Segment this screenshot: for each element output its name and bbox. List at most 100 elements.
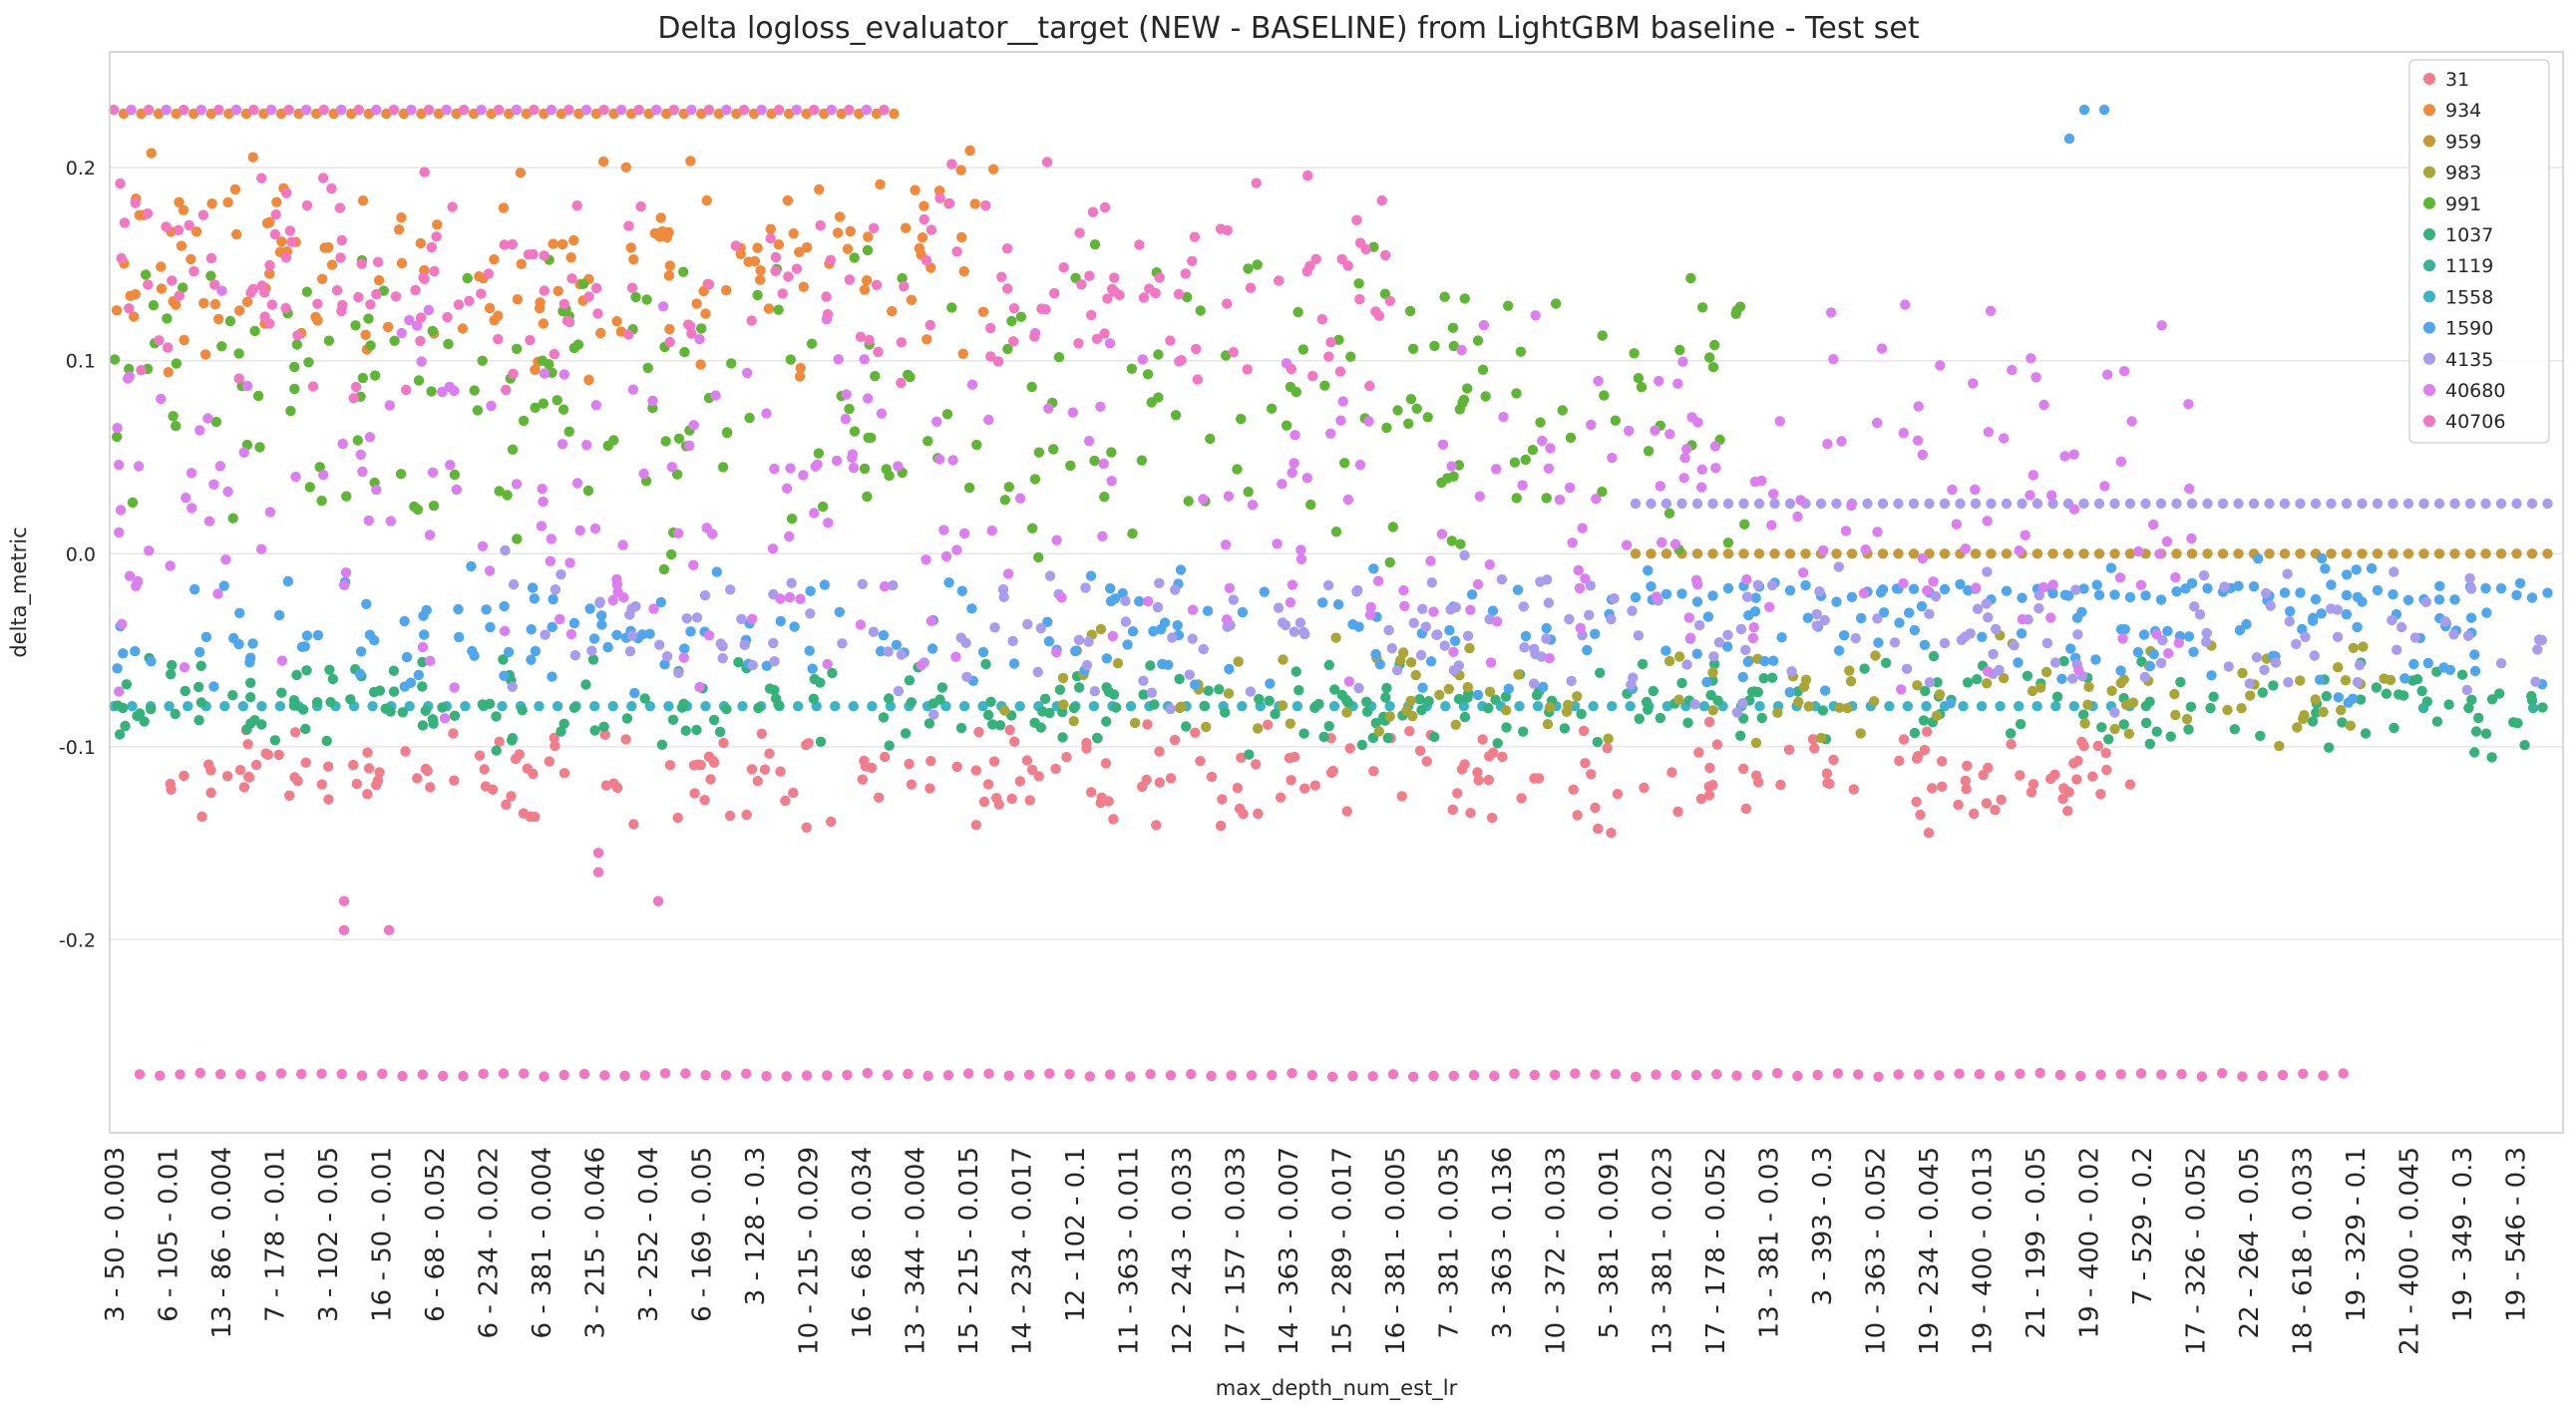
point-1037 [1203,685,1214,696]
point-4135 [1391,665,1403,676]
point-40706 [700,1070,711,1081]
point-934 [199,349,211,360]
point-40680 [1437,439,1449,450]
point-1037 [1766,672,1778,683]
point-1558 [460,701,471,712]
point-959 [1646,548,1656,559]
point-4135 [955,632,966,643]
point-4135 [1930,590,1942,602]
point-31 [672,812,683,824]
point-40706 [1114,289,1125,300]
point-991 [817,501,829,513]
point-4135 [998,591,1009,602]
point-1558 [367,701,378,712]
point-1037 [1483,702,1494,714]
point-1590 [1737,671,1748,683]
point-40680 [1478,319,1490,331]
point-991 [494,486,505,497]
point-1037 [420,705,431,716]
point-1590 [804,645,815,656]
point-31 [1006,793,1017,805]
point-4135 [2259,664,2270,675]
point-934 [691,298,702,309]
point-1558 [164,701,175,712]
point-4135 [2388,498,2398,510]
point-40706 [2115,1069,2126,1080]
point-991 [1033,447,1045,458]
point-1590 [711,566,722,577]
point-1590 [611,629,622,640]
point-40680 [437,386,448,398]
point-1590 [2449,594,2460,605]
point-40706 [173,224,184,235]
point-4135 [1819,614,1830,626]
point-934 [763,303,775,314]
point-40680 [784,591,796,603]
point-991 [752,289,763,301]
point-40680 [144,545,155,556]
point-1590 [2188,646,2199,657]
point-31 [925,756,936,767]
point-40680 [688,559,699,570]
point-4135 [1184,669,1196,680]
point-4135 [1138,675,1149,686]
point-40680 [545,555,555,566]
point-40706 [184,219,194,231]
point-40680 [511,479,523,490]
point-4135 [654,639,665,650]
point-991 [1633,373,1645,384]
point-40706 [284,225,296,236]
point-31 [1919,744,1931,756]
point-1037 [1361,696,1372,707]
point-1037 [923,718,935,729]
point-40706 [1367,1071,1378,1082]
point-40680 [1083,436,1095,447]
point-40706 [844,274,855,285]
point-1037 [1909,727,1921,739]
point-1558 [589,701,600,712]
point-31 [1703,790,1715,801]
point-991 [1026,381,1037,393]
point-40706 [871,279,883,290]
point-1037 [2456,669,2468,680]
point-40706 [1073,338,1084,349]
point-31 [292,776,303,787]
point-1590 [1802,612,1814,623]
point-991 [1290,386,1302,398]
point-991 [140,269,152,280]
point-40706 [815,219,826,231]
point-934 [700,308,711,319]
point-40680 [165,560,176,571]
point-991 [1205,433,1216,445]
point-983 [1793,696,1804,708]
point-991 [1448,471,1459,482]
point-1558 [1958,701,1969,712]
point-40706 [922,1070,933,1082]
point-40706 [247,283,259,295]
point-991 [897,272,908,284]
point-40706 [777,288,788,299]
point-40706 [2237,1071,2248,1082]
point-4135 [2140,498,2151,510]
point-1037 [1459,711,1471,723]
point-1037 [1712,695,1723,706]
point-4135 [1459,549,1470,561]
point-1037 [227,690,238,701]
point-1590 [2372,584,2384,596]
point-4135 [1453,660,1465,671]
point-1037 [769,684,780,696]
point-31 [1309,780,1321,791]
point-40680 [134,461,145,472]
point-934 [548,238,558,249]
data-points [108,104,2553,1083]
point-959 [2372,548,2384,559]
point-40706 [980,199,991,211]
point-31 [479,764,490,775]
point-1037 [311,697,323,708]
point-40706 [686,328,697,339]
x-tick-label: 15 - 215 - 0.015 [954,1147,984,1355]
point-1037 [2307,716,2319,727]
point-1037 [1676,677,1687,689]
point-1037 [2136,656,2147,667]
point-40680 [1679,453,1690,464]
